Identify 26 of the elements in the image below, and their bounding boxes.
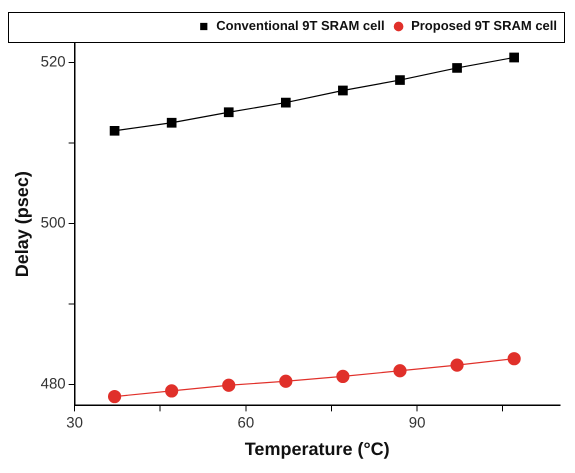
point xyxy=(395,75,405,85)
point xyxy=(393,364,407,378)
point xyxy=(280,98,291,108)
point xyxy=(336,370,350,384)
point xyxy=(450,358,464,372)
point xyxy=(338,86,348,96)
point xyxy=(110,126,120,136)
x-axis-title: Temperature (°C) xyxy=(244,439,390,460)
x-tick-label: 30 xyxy=(66,414,83,432)
y-tick-label: 520 xyxy=(40,53,66,70)
y-axis-title: Delay (psec) xyxy=(12,171,32,278)
x-tick-label: 60 xyxy=(238,414,254,432)
point xyxy=(165,384,178,398)
y-tick-label: 480 xyxy=(40,376,66,393)
point xyxy=(108,390,122,404)
point xyxy=(166,118,177,128)
point xyxy=(508,352,521,366)
point xyxy=(224,107,234,118)
y-tick-label: 500 xyxy=(40,214,66,232)
point xyxy=(222,378,236,392)
legend-label: Proposed 9T SRAM cell xyxy=(411,18,557,34)
point xyxy=(279,374,292,388)
point xyxy=(452,63,462,73)
x-tick-label: 90 xyxy=(408,414,426,432)
point xyxy=(509,52,519,62)
legend-label: Conventional 9T SRAM cell xyxy=(216,18,385,34)
